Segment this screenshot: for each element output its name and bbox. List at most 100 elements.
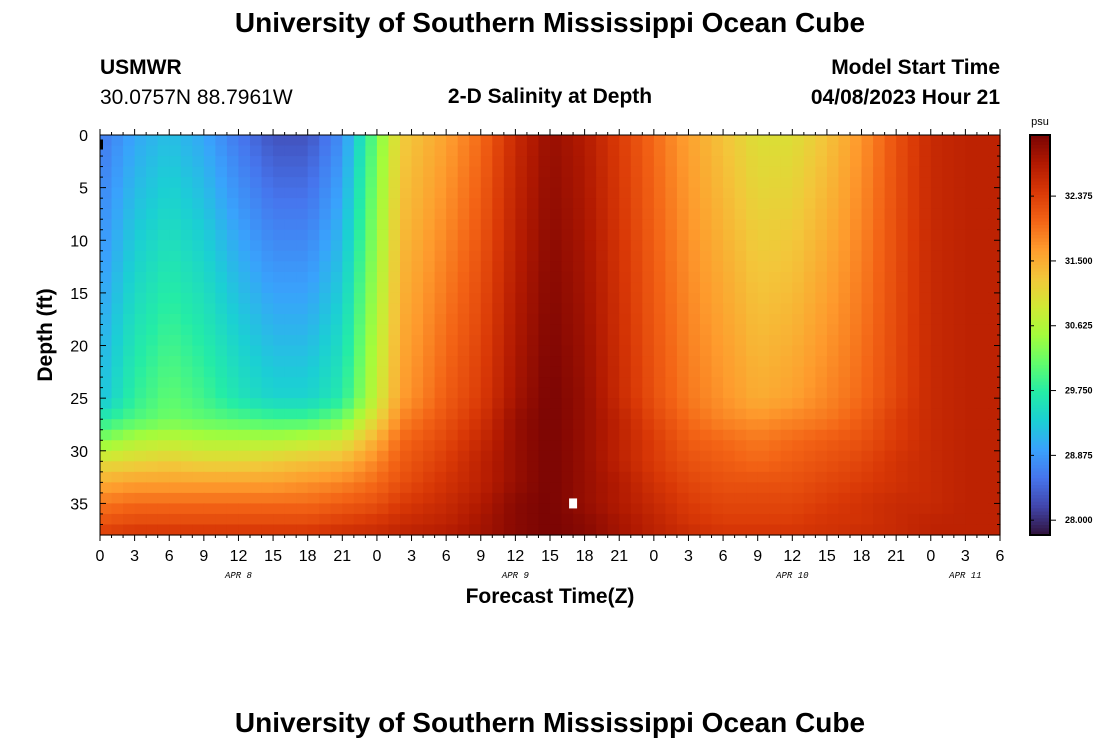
heatmap-cell	[203, 177, 216, 189]
heatmap-cell	[307, 356, 320, 368]
heatmap-cell	[111, 440, 124, 452]
heatmap-cell	[700, 366, 713, 378]
heatmap-cell	[861, 345, 874, 357]
heatmap-cell	[896, 398, 909, 410]
colorbar-cell	[1030, 251, 1050, 256]
heatmap-cell	[215, 461, 228, 473]
heatmap-cell	[296, 492, 309, 505]
heatmap-cell	[203, 356, 216, 368]
heatmap-cell	[550, 345, 563, 357]
heatmap-cell	[342, 408, 355, 420]
heatmap-cell	[861, 461, 874, 473]
heatmap-cell	[896, 198, 909, 210]
colorbar-cell	[1030, 415, 1050, 419]
heatmap-cell	[653, 156, 666, 168]
heatmap-cell	[365, 429, 378, 441]
heatmap-cell	[780, 492, 793, 505]
heatmap-cell	[250, 345, 263, 357]
model-start-label: Model Start Time	[831, 56, 1000, 79]
heatmap-cell	[930, 271, 943, 283]
heatmap-cell	[469, 219, 482, 231]
heatmap-cell	[723, 398, 736, 410]
heatmap-cell	[769, 313, 782, 326]
colorbar-cell	[1030, 468, 1050, 473]
heatmap-cell	[215, 450, 228, 462]
heatmap-cell	[250, 387, 263, 399]
heatmap-cell	[146, 419, 159, 431]
heatmap-cell	[550, 450, 563, 462]
heatmap-cell	[676, 429, 690, 441]
heatmap-cell	[376, 419, 390, 431]
heatmap-cell	[803, 387, 816, 399]
heatmap-cell	[550, 429, 563, 441]
heatmap-cell	[792, 503, 805, 515]
heatmap-cell	[538, 240, 551, 252]
heatmap-cell	[123, 387, 136, 399]
heatmap-cell	[353, 145, 366, 157]
heatmap-cell	[469, 345, 482, 357]
heatmap-cell	[596, 450, 609, 462]
heatmap-cell	[630, 303, 643, 315]
heatmap-cell	[376, 166, 390, 178]
colorbar-cell	[1030, 505, 1050, 509]
heatmap-cell	[630, 219, 643, 231]
heatmap-cell	[653, 356, 666, 368]
heatmap-cell	[157, 356, 170, 368]
heatmap-cell	[238, 219, 251, 231]
heatmap-cell	[584, 187, 597, 199]
heatmap-cell	[469, 461, 482, 473]
heatmap-cell	[780, 166, 793, 178]
heatmap-cell	[700, 345, 713, 357]
heatmap-cell	[411, 482, 424, 494]
heatmap-cell	[203, 471, 216, 483]
heatmap-cell	[319, 166, 332, 178]
colorbar-cell	[1030, 418, 1050, 423]
heatmap-cell	[411, 313, 424, 326]
heatmap-cell	[180, 366, 193, 378]
heatmap-cell	[319, 419, 332, 431]
heatmap-cell	[665, 261, 678, 273]
heatmap-cell	[665, 271, 678, 283]
heatmap-cell	[146, 335, 159, 347]
heatmap-cells	[100, 135, 1001, 536]
x-tick-label: 15	[264, 548, 282, 565]
heatmap-cell	[792, 187, 805, 199]
heatmap-cell	[457, 450, 470, 462]
heatmap-cell	[226, 398, 240, 410]
heatmap-cell	[365, 324, 378, 336]
heatmap-cell	[746, 524, 759, 536]
heatmap-cell	[330, 440, 343, 452]
heatmap-cell	[826, 345, 840, 357]
heatmap-cell	[434, 345, 447, 357]
heatmap-cell	[573, 229, 586, 241]
heatmap-cell	[100, 292, 113, 305]
heatmap-cell	[711, 208, 724, 220]
heatmap-cell	[423, 250, 436, 262]
heatmap-cell	[157, 261, 170, 273]
heatmap-cell	[134, 324, 147, 336]
heatmap-cell	[619, 229, 632, 241]
heatmap-cell	[953, 282, 966, 294]
heatmap-cell	[123, 219, 136, 231]
heatmap-cell	[803, 177, 816, 189]
heatmap-cell	[261, 187, 274, 199]
heatmap-cell	[400, 145, 413, 157]
heatmap-cell	[526, 471, 540, 483]
heatmap-cell	[780, 198, 793, 210]
heatmap-cell	[446, 461, 459, 473]
heatmap-cell	[261, 156, 274, 168]
heatmap-cell	[607, 156, 620, 168]
colorbar-cell	[1030, 485, 1050, 489]
heatmap-cell	[769, 292, 782, 305]
heatmap-cell	[123, 313, 136, 326]
heatmap-cell	[319, 524, 332, 536]
heatmap-cell	[642, 166, 655, 178]
colorbar-cell	[1030, 448, 1050, 453]
heatmap-cell	[757, 198, 770, 210]
heatmap-cell	[688, 461, 701, 473]
heatmap-cell	[100, 261, 113, 273]
heatmap-cell	[746, 187, 759, 199]
heatmap-cell	[411, 461, 424, 473]
heatmap-cell	[953, 471, 966, 483]
heatmap-cell	[330, 482, 343, 494]
